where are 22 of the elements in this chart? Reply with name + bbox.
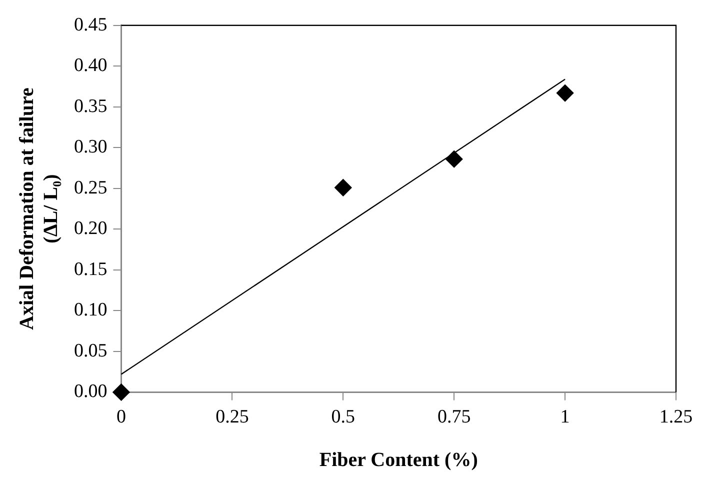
point [112,384,130,401]
y-tick-label: 0.20 [74,218,108,240]
y-tick-label: 0.10 [74,300,108,321]
y-tick-label: 0.30 [74,136,108,158]
x-tick-label: 0.75 [437,406,471,428]
y-tick-label: 0.15 [74,258,108,280]
point [556,84,574,102]
y-tick-label: 0.25 [74,177,108,198]
y-tick-label: 0.35 [74,96,108,117]
x-axis-title: Fiber Content (%) [319,449,478,472]
point [446,150,463,168]
x-tick-label: 1.25 [659,406,693,428]
y-axis-title: Axial Deformation at failure (ΔL/ L₀) [16,88,62,330]
x-tick-label: 0 [116,406,126,428]
x-tick-label: 1 [560,406,570,428]
y-tick-label: 0.00 [74,381,108,402]
x-tick-label: 0.25 [216,406,249,428]
y-tick-label: 0.45 [74,14,108,36]
y-tick-label: 0.40 [74,55,108,76]
point [334,179,352,196]
y-tick-label: 0.05 [74,340,108,362]
x-tick-label: 0.5 [331,406,356,428]
